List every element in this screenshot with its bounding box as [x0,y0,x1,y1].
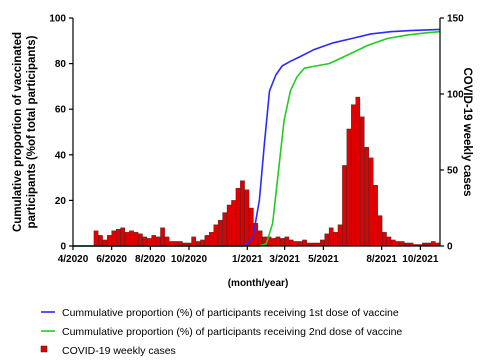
legend-label-weekly-cases: COVID-19 weekly cases [62,345,176,357]
weekly-case-bar [297,241,303,247]
weekly-case-bar [111,230,117,247]
weekly-case-bar [191,236,196,247]
weekly-case-bar [275,236,281,247]
legend-label-2nd-dose: Cummulative proportion (%) of participan… [62,326,402,338]
x-tick-label: 6/2020 [96,254,127,265]
x-tick-label: 5/2021 [308,254,339,265]
legend-marker-weekly-cases [40,345,48,353]
weekly-case-bar [373,185,378,247]
x-tick-label: 8/2020 [135,254,166,265]
weekly-case-bar [359,116,365,247]
weekly-case-bar [160,227,165,247]
weekly-case-bar [244,189,250,247]
weekly-case-bar [377,215,383,247]
weekly-case-bar [333,232,338,247]
weekly-cases-bars [93,96,440,247]
vaccination-lines [73,28,441,247]
weekly-case-bar [320,239,325,247]
weekly-case-bar [151,235,157,247]
weekly-case-bar [93,230,99,247]
y-left-tick-label: 100 [49,14,66,25]
y-right-tick-label: 50 [447,166,459,177]
weekly-case-bar [280,238,285,247]
weekly-case-bar [271,238,276,247]
weekly-case-bar [142,236,148,247]
legend-label-1st-dose: Cummulative proportion (%) of participan… [62,307,399,319]
x-tick-label: 3/2021 [269,254,300,265]
weekly-case-bar [386,236,392,247]
weekly-case-bar [226,204,232,247]
weekly-case-bar [240,180,245,247]
weekly-case-bar [213,224,219,247]
weekly-case-bar [138,233,143,247]
weekly-case-bar [288,239,294,247]
weekly-case-bar [217,219,223,247]
y-axis-left-title-line1: Cumulative proportion of vaccinated [12,32,24,232]
weekly-case-bar [204,235,210,247]
weekly-case-bar [395,241,401,247]
weekly-case-bar [235,188,241,247]
x-tick-label: 1/2021 [232,254,263,265]
weekly-case-bar [391,239,396,247]
weekly-case-bar [133,232,139,247]
weekly-case-bar [342,165,347,247]
y-left-tick-label: 0 [60,242,66,253]
legend: Cummulative proportion (%) of participan… [40,307,402,357]
weekly-case-bar [399,241,405,247]
weekly-case-bar [107,235,112,247]
weekly-case-bar [257,230,263,247]
weekly-case-bar [146,238,152,247]
weekly-case-bar [368,157,374,247]
second-dose-line [73,30,441,247]
weekly-case-bar [231,200,236,247]
weekly-case-bar [124,232,130,247]
weekly-case-bar [430,241,436,247]
weekly-case-bar [164,236,170,247]
y-right-tick-label: 100 [447,90,464,101]
x-tick-label: 8/2021 [366,254,397,265]
y-left-tick-label: 80 [55,59,67,70]
y-left-tick-label: 60 [55,105,67,116]
x-tick-label: 10/2021 [402,254,439,265]
x-axis-title: (month/year) [228,278,289,289]
y-right-tick-label: 150 [447,14,464,25]
weekly-case-bar [382,232,387,247]
weekly-case-bar [115,229,121,247]
first-dose-line [73,28,441,247]
weekly-case-bar [355,96,361,247]
weekly-case-bar [129,230,134,247]
weekly-case-bar [364,147,369,247]
weekly-case-bar [351,104,356,247]
x-tick-label: 4/2020 [58,254,89,265]
weekly-case-bar [337,224,343,247]
y-left-tick-label: 20 [55,196,67,207]
y-axis-left-title-line2: participants (%of total participants) [26,35,38,228]
weekly-case-bar [346,128,352,247]
weekly-case-bar [98,235,103,247]
weekly-case-bar [324,233,330,247]
weekly-case-bar [293,241,298,247]
y-left-tick-label: 40 [55,150,67,161]
weekly-case-bar [284,236,290,247]
weekly-case-bar [102,239,108,247]
weekly-case-bar [222,212,228,247]
weekly-case-bar [328,227,334,247]
axes [69,17,444,250]
weekly-case-bar [302,239,307,247]
tick-labels: 0 20 40 60 80 100 0 50 100 150 4/2020 6/2020 8/2020 1… [49,14,464,266]
weekly-case-bar [200,239,205,247]
y-axis-right-title: COVID-19 weekly cases [461,67,473,196]
weekly-case-bar [155,236,161,247]
x-tick-label: 10/2020 [171,254,208,265]
weekly-case-bar [120,227,125,247]
y-right-tick-label: 0 [447,242,453,253]
weekly-case-bar [209,232,214,247]
